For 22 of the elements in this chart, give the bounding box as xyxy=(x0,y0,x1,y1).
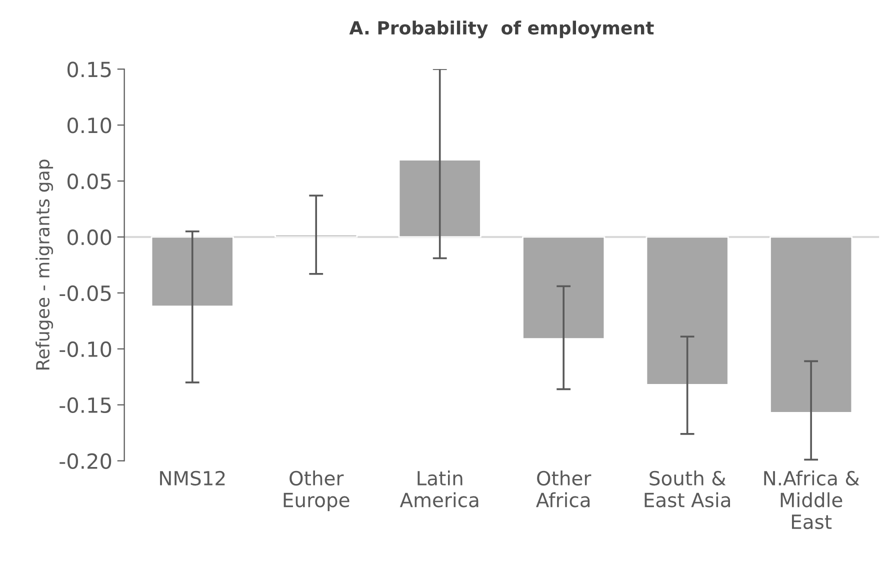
x-tick-label: N.Africa & Middle East xyxy=(764,470,860,530)
y-tick-label: -0.15 xyxy=(60,397,111,414)
x-tick-label: Other Europe xyxy=(284,470,350,512)
y-tick-label: 0.05 xyxy=(68,173,111,190)
y-tick-label: -0.05 xyxy=(60,285,111,302)
y-tick-label: 0.15 xyxy=(68,62,111,78)
x-tick-label: Other Africa xyxy=(536,470,592,508)
bar xyxy=(522,236,606,340)
bar xyxy=(398,159,482,238)
y-tick-label: -0.10 xyxy=(60,341,112,358)
x-tick-label: Latin America xyxy=(400,470,478,508)
y-axis-title: Refugee - migrants gap xyxy=(36,160,54,370)
x-tick-label: NMS12 xyxy=(160,470,225,486)
bar xyxy=(646,236,729,386)
y-tick-label: -0.20 xyxy=(60,453,112,470)
chart-title: A. Probability of employment xyxy=(349,20,654,38)
bar xyxy=(770,236,853,414)
x-tick-label: South & East Asia xyxy=(644,470,730,508)
bar xyxy=(274,234,358,238)
y-tick-label: 0.00 xyxy=(68,229,112,246)
y-tick-label: 0.10 xyxy=(68,118,112,134)
bar xyxy=(150,236,234,308)
